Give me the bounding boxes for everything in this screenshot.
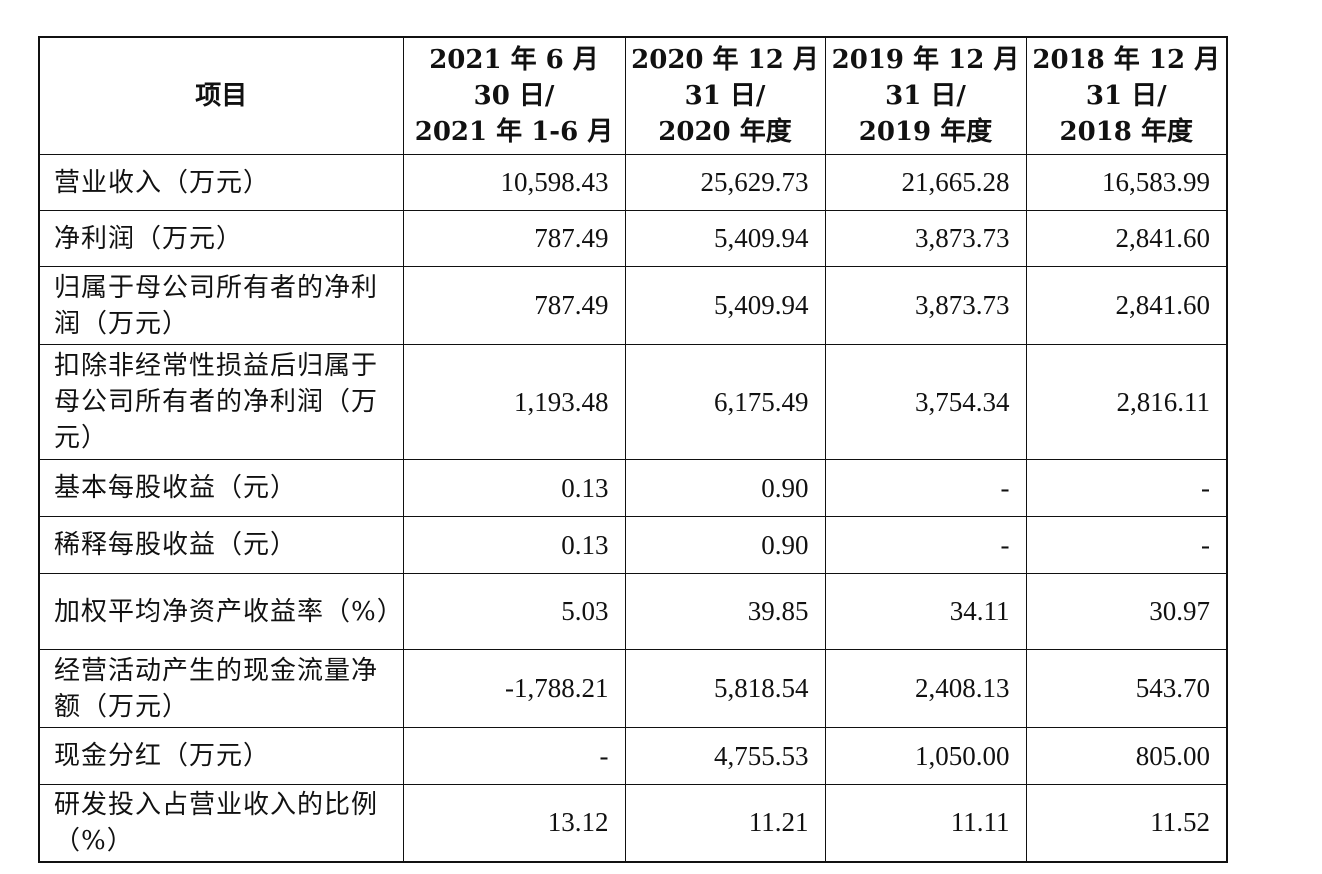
financial-summary-table: 项目 2021 年 6 月 30 日/ 2021 年 1-6 月 2020 年 … (38, 36, 1228, 863)
cell-value: 805.00 (1025, 727, 1228, 785)
cell-value: 11.52 (1025, 784, 1228, 862)
header-line: 2018 年度 (1059, 117, 1193, 147)
row-label: 稀释每股收益（元） (38, 516, 404, 574)
cell-value: 5,409.94 (624, 266, 826, 345)
table-row: 稀释每股收益（元） 0.13 0.90 - - (38, 516, 1228, 574)
row-label: 净利润（万元） (38, 210, 404, 267)
header-row: 项目 2021 年 6 月 30 日/ 2021 年 1-6 月 2020 年 … (38, 36, 1228, 155)
cell-value: - (1025, 459, 1228, 517)
cell-value: 11.11 (824, 784, 1027, 862)
header-line: 2021 年 6 月 (429, 45, 599, 75)
cell-value: 3,873.73 (824, 266, 1027, 345)
header-item: 项目 (38, 36, 404, 155)
cell-value: 5,818.54 (624, 649, 826, 728)
table-row: 研发投入占营业收入的比例（%） 13.12 11.21 11.11 11.52 (38, 784, 1228, 862)
cell-value: 11.21 (624, 784, 826, 862)
cell-value: 1,193.48 (402, 344, 626, 460)
cell-value: 10,598.43 (402, 154, 626, 211)
cell-value: 4,755.53 (624, 727, 826, 785)
cell-value: 2,841.60 (1025, 266, 1228, 345)
header-line: 31 日/ (1085, 81, 1167, 111)
cell-value: -1,788.21 (402, 649, 626, 728)
cell-value: 25,629.73 (624, 154, 826, 211)
cell-value: 13.12 (402, 784, 626, 862)
header-line: 2020 年 12 月 (631, 45, 819, 75)
row-label: 营业收入（万元） (38, 154, 404, 211)
cell-value: 2,841.60 (1025, 210, 1228, 267)
cell-value: - (402, 727, 626, 785)
table-row: 基本每股收益（元） 0.13 0.90 - - (38, 459, 1228, 517)
row-label: 研发投入占营业收入的比例（%） (38, 784, 404, 862)
cell-value: 21,665.28 (824, 154, 1027, 211)
cell-value: 0.90 (624, 459, 826, 517)
header-period-2018: 2018 年 12 月 31 日/ 2018 年度 (1025, 36, 1228, 155)
cell-value: 787.49 (402, 266, 626, 345)
cell-value: 5,409.94 (624, 210, 826, 267)
table-row: 现金分红（万元） - 4,755.53 1,050.00 805.00 (38, 727, 1228, 785)
header-line: 2021 年 1-6 月 (414, 117, 614, 147)
row-label: 扣除非经常性损益后归属于母公司所有者的净利润（万元） (38, 344, 404, 460)
row-label: 经营活动产生的现金流量净额（万元） (38, 649, 404, 728)
header-period-2020: 2020 年 12 月 31 日/ 2020 年度 (624, 36, 826, 155)
header-line: 2019 年度 (858, 117, 993, 147)
header-line: 2020 年度 (658, 117, 792, 147)
cell-value: 6,175.49 (624, 344, 826, 460)
header-line: 2018 年 12 月 (1032, 45, 1221, 75)
table-row: 营业收入（万元） 10,598.43 25,629.73 21,665.28 1… (38, 154, 1228, 211)
cell-value: 2,816.11 (1025, 344, 1228, 460)
cell-value: 3,873.73 (824, 210, 1027, 267)
row-label: 加权平均净资产收益率（%） (38, 573, 404, 650)
cell-value: 16,583.99 (1025, 154, 1228, 211)
cell-value: 5.03 (402, 573, 626, 650)
table-row: 扣除非经常性损益后归属于母公司所有者的净利润（万元） 1,193.48 6,17… (38, 344, 1228, 460)
row-label: 现金分红（万元） (38, 727, 404, 785)
row-label: 基本每股收益（元） (38, 459, 404, 517)
cell-value: 39.85 (624, 573, 826, 650)
table-row: 净利润（万元） 787.49 5,409.94 3,873.73 2,841.6… (38, 210, 1228, 267)
row-label: 归属于母公司所有者的净利润（万元） (38, 266, 404, 345)
table-row: 归属于母公司所有者的净利润（万元） 787.49 5,409.94 3,873.… (38, 266, 1228, 345)
header-line: 31 日/ (885, 81, 966, 111)
header-period-2019: 2019 年 12 月 31 日/ 2019 年度 (824, 36, 1027, 155)
cell-value: 2,408.13 (824, 649, 1027, 728)
cell-value: 787.49 (402, 210, 626, 267)
cell-value: 543.70 (1025, 649, 1228, 728)
cell-value: 34.11 (824, 573, 1027, 650)
table-row: 经营活动产生的现金流量净额（万元） -1,788.21 5,818.54 2,4… (38, 649, 1228, 728)
table-row: 加权平均净资产收益率（%） 5.03 39.85 34.11 30.97 (38, 573, 1228, 650)
header-line: 2019 年 12 月 (831, 45, 1020, 75)
cell-value: 0.90 (624, 516, 826, 574)
header-line: 31 日/ (684, 81, 766, 111)
cell-value: 3,754.34 (824, 344, 1027, 460)
header-period-2021h1: 2021 年 6 月 30 日/ 2021 年 1-6 月 (402, 36, 626, 155)
cell-value: 0.13 (402, 459, 626, 517)
cell-value: 1,050.00 (824, 727, 1027, 785)
cell-value: - (824, 516, 1027, 574)
cell-value: 0.13 (402, 516, 626, 574)
cell-value: - (824, 459, 1027, 517)
cell-value: 30.97 (1025, 573, 1228, 650)
header-line: 30 日/ (473, 81, 555, 111)
cell-value: - (1025, 516, 1228, 574)
